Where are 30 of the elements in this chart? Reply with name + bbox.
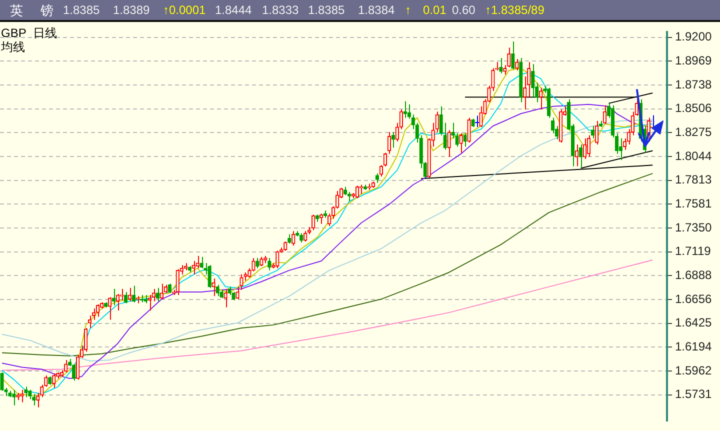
- y-tick-label: 1.6656: [675, 292, 712, 306]
- chart-subtitle: GBP 日线: [1, 25, 57, 41]
- text: 0.01: [423, 3, 446, 17]
- text: ↑1.8385/89: [485, 3, 544, 17]
- y-tick-label: 1.8969: [675, 53, 712, 68]
- annotation: 均线: [1, 39, 25, 56]
- chart-title: 英 镑: [10, 2, 61, 20]
- text: 1.8385: [63, 3, 100, 17]
- y-tick-label: 1.7350: [675, 220, 712, 234]
- text: ↑0.0001: [163, 3, 206, 17]
- y-tick-label: 1.7119: [675, 244, 712, 258]
- y-tick-label: 1.5962: [675, 363, 712, 378]
- y-tick-label: 1.6425: [675, 316, 712, 330]
- text: 1.8384: [358, 3, 395, 17]
- text: 1.8333: [262, 3, 299, 17]
- text: ↑: [405, 3, 411, 17]
- text: 1.8389: [113, 3, 150, 17]
- y-tick-label: 1.8738: [675, 77, 712, 92]
- y-tick-label: 1.6194: [675, 340, 712, 354]
- y-tick-label: 1.7581: [675, 196, 712, 211]
- y-tick-label: 1.7813: [675, 172, 712, 187]
- y-tick-label: 1.8506: [675, 101, 712, 116]
- y-tick-label: 1.9200: [675, 30, 712, 44]
- text: 1.8385: [308, 3, 345, 17]
- text: 0.60: [452, 3, 476, 17]
- text: 1.8444: [215, 3, 252, 17]
- y-tick-label: 1.8275: [675, 125, 712, 140]
- y-tick-label: 1.5731: [675, 387, 712, 402]
- y-tick-label: 1.6888: [675, 268, 712, 282]
- y-tick-label: 1.8044: [675, 148, 712, 163]
